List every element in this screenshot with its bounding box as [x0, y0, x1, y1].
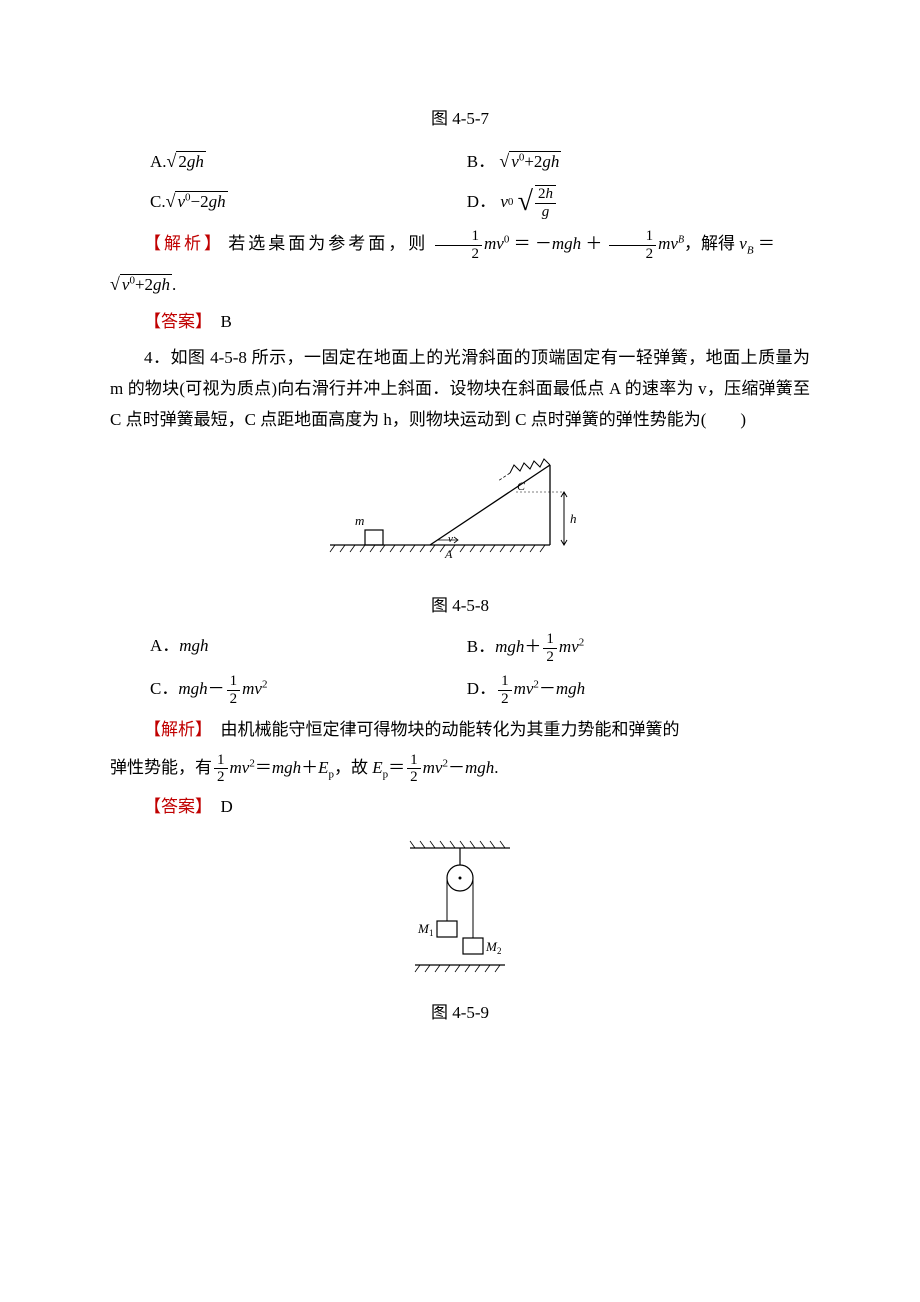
q3-option-d: D． v0 √2hg	[467, 185, 810, 220]
q4-analysis-text-2: 弹性势能，有	[110, 758, 212, 777]
answer-label: 【答案】	[144, 312, 204, 331]
opt-label: D．	[467, 679, 496, 698]
q3-option-c: C.√v0−2gh	[110, 185, 467, 220]
q3-options-row-2: C.√v0−2gh D． v0 √2hg	[110, 185, 810, 220]
svg-text:v: v	[448, 533, 453, 545]
svg-text:A: A	[444, 547, 453, 561]
opt-label: D．	[467, 187, 496, 218]
q4-option-b: B．mgh＋12mv2	[467, 631, 810, 665]
opt-label: C．	[150, 679, 178, 698]
svg-text:2: 2	[497, 946, 502, 956]
q4-analysis-text-1: 由机械能守恒定律可得物块的动能转化为其重力势能和弹簧的	[221, 720, 680, 739]
q4-answer-value: D	[221, 797, 233, 816]
opt-label: B．	[467, 637, 495, 656]
q4-options-row-1: A．mgh B．mgh＋12mv2	[110, 631, 810, 665]
q3-answer-value: B	[221, 312, 232, 331]
svg-text:m: m	[355, 513, 364, 528]
figure-4-5-8: m C h A v	[110, 445, 810, 586]
q3-answer: 【答案】 B	[110, 307, 810, 338]
q4-option-d: D．12mv2－mgh	[467, 673, 810, 707]
q4-option-c: C．mgh－12mv2	[110, 673, 467, 707]
q4-option-a: A．mgh	[110, 631, 467, 665]
q4-body: 如图 4-5-8 所示，一固定在地面上的光滑斜面的顶端固定有一轻弹簧，地面上质量…	[110, 348, 810, 428]
q3-analysis: 【解析】 若选桌面为参考面，则 12mv0 ＝ －mgh ＋ 12mvB，解得 …	[110, 228, 810, 262]
figure-4-5-8-caption: 图 4-5-8	[110, 591, 810, 622]
figure-4-5-7-caption: 图 4-5-7	[110, 104, 810, 135]
analysis-label: 【解析】	[144, 234, 224, 253]
q3-options-row-1: A.√2gh B． √v0+2gh	[110, 145, 810, 178]
svg-text:1: 1	[429, 928, 434, 938]
q3-option-b: B． √v0+2gh	[467, 145, 810, 178]
q3-analysis-text-1: 若选桌面为参考面，则	[228, 234, 428, 253]
q4-analysis-text-3: ，故	[334, 758, 372, 777]
figure-4-5-9-caption: 图 4-5-9	[110, 998, 810, 1029]
q4-options-row-2: C．mgh－12mv2 D．12mv2－mgh	[110, 673, 810, 707]
q4-text: 4．如图 4-5-8 所示，一固定在地面上的光滑斜面的顶端固定有一轻弹簧，地面上…	[110, 343, 810, 435]
analysis-label: 【解析】	[144, 720, 204, 739]
q4-analysis: 【解析】 由机械能守恒定律可得物块的动能转化为其重力势能和弹簧的	[110, 715, 810, 746]
opt-label: A．	[150, 636, 179, 655]
q3-analysis-cont: √v0+2gh.	[110, 268, 810, 301]
svg-text:h: h	[570, 511, 577, 526]
opt-label: C.	[150, 192, 166, 211]
q4-analysis-cont: 弹性势能，有12mv2＝mgh＋Ep，故 Ep＝12mv2－mgh.	[110, 752, 810, 786]
q4-answer: 【答案】 D	[110, 792, 810, 823]
q3-analysis-text-2: ，解得	[684, 234, 739, 253]
figure-4-5-9: M1 M2	[110, 833, 810, 994]
opt-label: A.	[150, 152, 167, 171]
opt-label: B．	[467, 152, 495, 171]
q4-number: 4．	[144, 348, 170, 367]
q3-option-a: A.√2gh	[110, 145, 467, 178]
answer-label: 【答案】	[144, 797, 204, 816]
svg-text:C: C	[517, 479, 526, 493]
